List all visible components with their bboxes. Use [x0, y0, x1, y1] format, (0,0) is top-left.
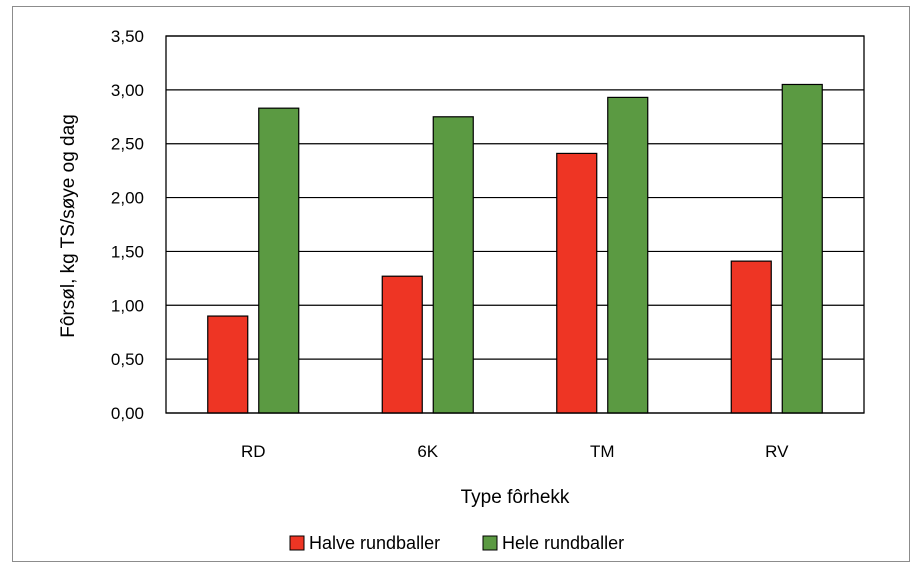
legend-swatch	[289, 535, 305, 551]
legend-label: Halve rundballer	[309, 533, 440, 553]
bar-halve-rd	[207, 315, 249, 414]
y-tick-label: 2,50	[111, 135, 144, 154]
legend-label: Hele rundballer	[502, 533, 624, 553]
x-tick-label: TM	[590, 442, 615, 461]
x-tick-label: RV	[765, 442, 789, 461]
y-tick-label: 3,00	[111, 81, 144, 100]
bar-hele-rv	[781, 83, 823, 414]
y-tick-label: 3,50	[111, 27, 144, 46]
x-tick-labels: RD 6K TM RV	[241, 442, 789, 461]
legend-swatch	[482, 535, 498, 551]
y-axis-title: Fôrsøl, kg TS/søye og dag	[58, 114, 79, 338]
bar-hele-tm	[607, 96, 649, 414]
x-axis-title: Type fôrhekk	[461, 487, 570, 508]
plot-area-border	[165, 35, 865, 414]
y-tick-label: 0,00	[111, 404, 144, 423]
y-tick-label: 1,00	[111, 296, 144, 315]
y-tick-label: 1,50	[111, 242, 144, 261]
bar-halve-6k	[381, 275, 423, 414]
y-tick-labels: 0,00 0,50 1,00 1,50 2,00 2,50 3,00 3,50	[111, 27, 144, 423]
legend: Halve rundballer Hele rundballer	[289, 533, 624, 553]
bar-hele-6k	[432, 116, 474, 414]
x-tick-label: RD	[241, 442, 266, 461]
bar-halve-rv	[730, 260, 772, 414]
y-tick-label: 2,00	[111, 189, 144, 208]
bars	[207, 83, 823, 414]
bar-hele-rd	[258, 107, 300, 414]
y-tick-label: 0,50	[111, 350, 144, 369]
x-tick-label: 6K	[417, 442, 438, 461]
bar-halve-tm	[556, 152, 598, 414]
